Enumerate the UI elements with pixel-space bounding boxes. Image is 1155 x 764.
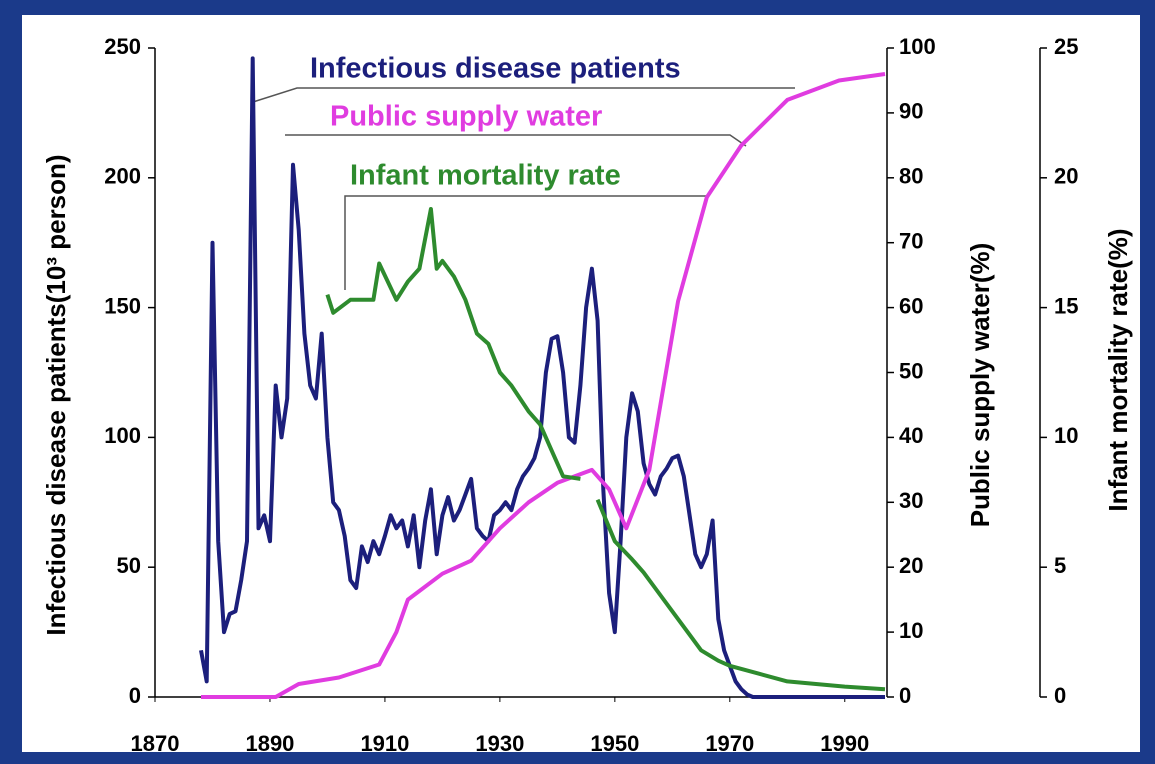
y-axis-title: Infectious disease patients(10³ person) — [41, 154, 71, 635]
y3-tick-label: 0 — [1054, 683, 1066, 708]
x-tick-label: 1870 — [131, 731, 180, 756]
annotation: Infant mortality rate — [350, 160, 621, 192]
x-tick-label: 1910 — [360, 731, 409, 756]
y3-tick-label: 15 — [1054, 293, 1078, 318]
x-tick-label: 1930 — [475, 731, 524, 756]
y-tick-label: 100 — [104, 423, 141, 448]
y3-tick-label: 20 — [1054, 164, 1078, 189]
annotation: Infectious disease patients — [310, 53, 681, 85]
y2-tick-label: 30 — [899, 488, 923, 513]
y3-tick-label: 5 — [1054, 553, 1066, 578]
y2-tick-label: 100 — [899, 34, 936, 59]
y2-tick-label: 20 — [899, 553, 923, 578]
annotation: Public supply water — [330, 101, 602, 133]
series-line — [325, 207, 886, 692]
leader-line — [285, 134, 747, 147]
series-line — [199, 56, 885, 699]
series-line — [201, 72, 886, 699]
x-tick-label: 1970 — [705, 731, 754, 756]
x-tick-label: 1990 — [820, 731, 869, 756]
y2-tick-label: 50 — [899, 358, 923, 383]
x-tick-label: 1950 — [590, 731, 639, 756]
y3-tick-label: 25 — [1054, 34, 1078, 59]
y2-tick-label: 0 — [899, 683, 911, 708]
y-tick-label: 0 — [129, 683, 141, 708]
leader-line — [344, 195, 706, 290]
y2-axis-title: Public supply water(%) — [965, 243, 995, 528]
y-tick-label: 150 — [104, 293, 141, 318]
y2-tick-label: 40 — [899, 423, 923, 448]
y3-tick-label: 10 — [1054, 423, 1078, 448]
y-tick-label: 200 — [104, 164, 141, 189]
y2-tick-label: 60 — [899, 293, 923, 318]
y2-tick-label: 90 — [899, 99, 923, 124]
x-tick-label: 1890 — [245, 731, 294, 756]
leader-line — [252, 87, 795, 103]
y2-tick-label: 10 — [899, 618, 923, 643]
y2-tick-label: 70 — [899, 229, 923, 254]
y2-tick-label: 80 — [899, 164, 923, 189]
y3-axis-title: Infant mortality rate(%) — [1103, 228, 1133, 511]
y-tick-label: 250 — [104, 34, 141, 59]
y-tick-label: 50 — [117, 553, 141, 578]
